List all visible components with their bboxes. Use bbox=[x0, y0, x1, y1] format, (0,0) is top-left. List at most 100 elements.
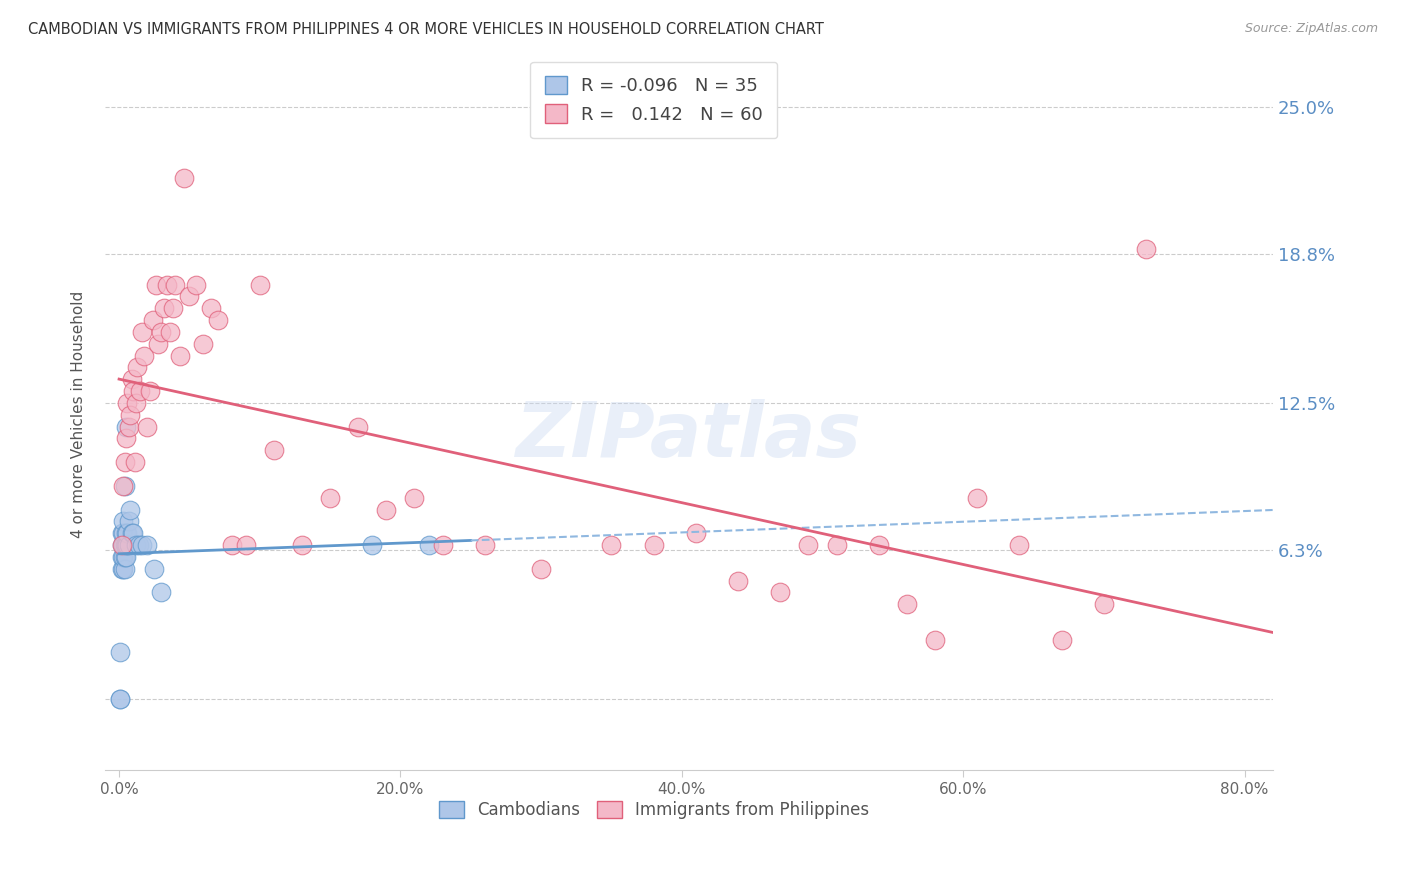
Point bbox=[1050, 632, 1073, 647]
Point bbox=[221, 538, 243, 552]
Point bbox=[111, 562, 134, 576]
Point bbox=[868, 538, 890, 552]
Point bbox=[114, 538, 136, 552]
Point bbox=[136, 538, 159, 552]
Point bbox=[924, 632, 946, 647]
Point bbox=[474, 538, 496, 552]
Point bbox=[156, 277, 179, 292]
Point bbox=[1008, 538, 1031, 552]
Point bbox=[139, 384, 162, 398]
Point bbox=[200, 301, 222, 316]
Point bbox=[111, 538, 134, 552]
Point bbox=[112, 514, 135, 528]
Point bbox=[145, 277, 167, 292]
Point bbox=[797, 538, 820, 552]
Point bbox=[111, 538, 134, 552]
Point bbox=[235, 538, 257, 552]
Text: Source: ZipAtlas.com: Source: ZipAtlas.com bbox=[1244, 22, 1378, 36]
Point bbox=[432, 538, 454, 552]
Point bbox=[347, 419, 370, 434]
Point bbox=[118, 538, 141, 552]
Point bbox=[124, 455, 146, 469]
Point bbox=[117, 538, 139, 552]
Point bbox=[112, 562, 135, 576]
Point bbox=[193, 336, 215, 351]
Point bbox=[129, 384, 152, 398]
Point bbox=[142, 313, 165, 327]
Point bbox=[1135, 242, 1157, 256]
Point bbox=[249, 277, 271, 292]
Text: ZIPatlas: ZIPatlas bbox=[516, 399, 862, 473]
Point bbox=[131, 538, 153, 552]
Point bbox=[361, 538, 384, 552]
Point bbox=[111, 526, 134, 541]
Point bbox=[727, 574, 749, 588]
Point bbox=[115, 419, 138, 434]
Point bbox=[114, 455, 136, 469]
Point bbox=[111, 549, 134, 564]
Point bbox=[115, 538, 138, 552]
Point bbox=[143, 562, 166, 576]
Point bbox=[162, 301, 184, 316]
Point bbox=[125, 396, 148, 410]
Point bbox=[112, 538, 135, 552]
Point bbox=[115, 432, 138, 446]
Point bbox=[207, 313, 229, 327]
Point bbox=[125, 538, 148, 552]
Point bbox=[112, 479, 135, 493]
Point bbox=[186, 277, 208, 292]
Point bbox=[769, 585, 792, 599]
Point bbox=[112, 526, 135, 541]
Point bbox=[643, 538, 665, 552]
Point bbox=[118, 514, 141, 528]
Point bbox=[131, 325, 153, 339]
Point bbox=[159, 325, 181, 339]
Point bbox=[122, 526, 145, 541]
Y-axis label: 4 or more Vehicles in Household: 4 or more Vehicles in Household bbox=[72, 291, 86, 539]
Point bbox=[263, 443, 285, 458]
Point bbox=[291, 538, 314, 552]
Text: CAMBODIAN VS IMMIGRANTS FROM PHILIPPINES 4 OR MORE VEHICLES IN HOUSEHOLD CORRELA: CAMBODIAN VS IMMIGRANTS FROM PHILIPPINES… bbox=[28, 22, 824, 37]
Point bbox=[121, 526, 143, 541]
Point bbox=[173, 171, 195, 186]
Point bbox=[530, 562, 553, 576]
Point bbox=[600, 538, 623, 552]
Point bbox=[896, 597, 918, 611]
Point bbox=[128, 538, 150, 552]
Point bbox=[153, 301, 176, 316]
Point bbox=[685, 526, 707, 541]
Point bbox=[118, 419, 141, 434]
Point bbox=[150, 585, 173, 599]
Point bbox=[134, 349, 156, 363]
Point bbox=[117, 396, 139, 410]
Point bbox=[136, 419, 159, 434]
Point bbox=[966, 491, 988, 505]
Point bbox=[150, 325, 173, 339]
Point bbox=[122, 384, 145, 398]
Point bbox=[319, 491, 342, 505]
Point bbox=[404, 491, 426, 505]
Point bbox=[114, 479, 136, 493]
Legend: Cambodians, Immigrants from Philippines: Cambodians, Immigrants from Philippines bbox=[432, 794, 876, 826]
Point bbox=[165, 277, 187, 292]
Point bbox=[115, 549, 138, 564]
Point bbox=[114, 549, 136, 564]
Point bbox=[825, 538, 848, 552]
Point bbox=[115, 526, 138, 541]
Point bbox=[418, 538, 440, 552]
Point bbox=[127, 360, 149, 375]
Point bbox=[1092, 597, 1115, 611]
Point bbox=[120, 502, 142, 516]
Point bbox=[114, 562, 136, 576]
Point bbox=[121, 372, 143, 386]
Point bbox=[169, 349, 191, 363]
Point bbox=[120, 408, 142, 422]
Point bbox=[110, 692, 132, 706]
Point bbox=[375, 502, 398, 516]
Point bbox=[110, 644, 132, 658]
Point bbox=[110, 692, 132, 706]
Point bbox=[148, 336, 170, 351]
Point bbox=[112, 549, 135, 564]
Point bbox=[179, 289, 201, 303]
Point bbox=[117, 526, 139, 541]
